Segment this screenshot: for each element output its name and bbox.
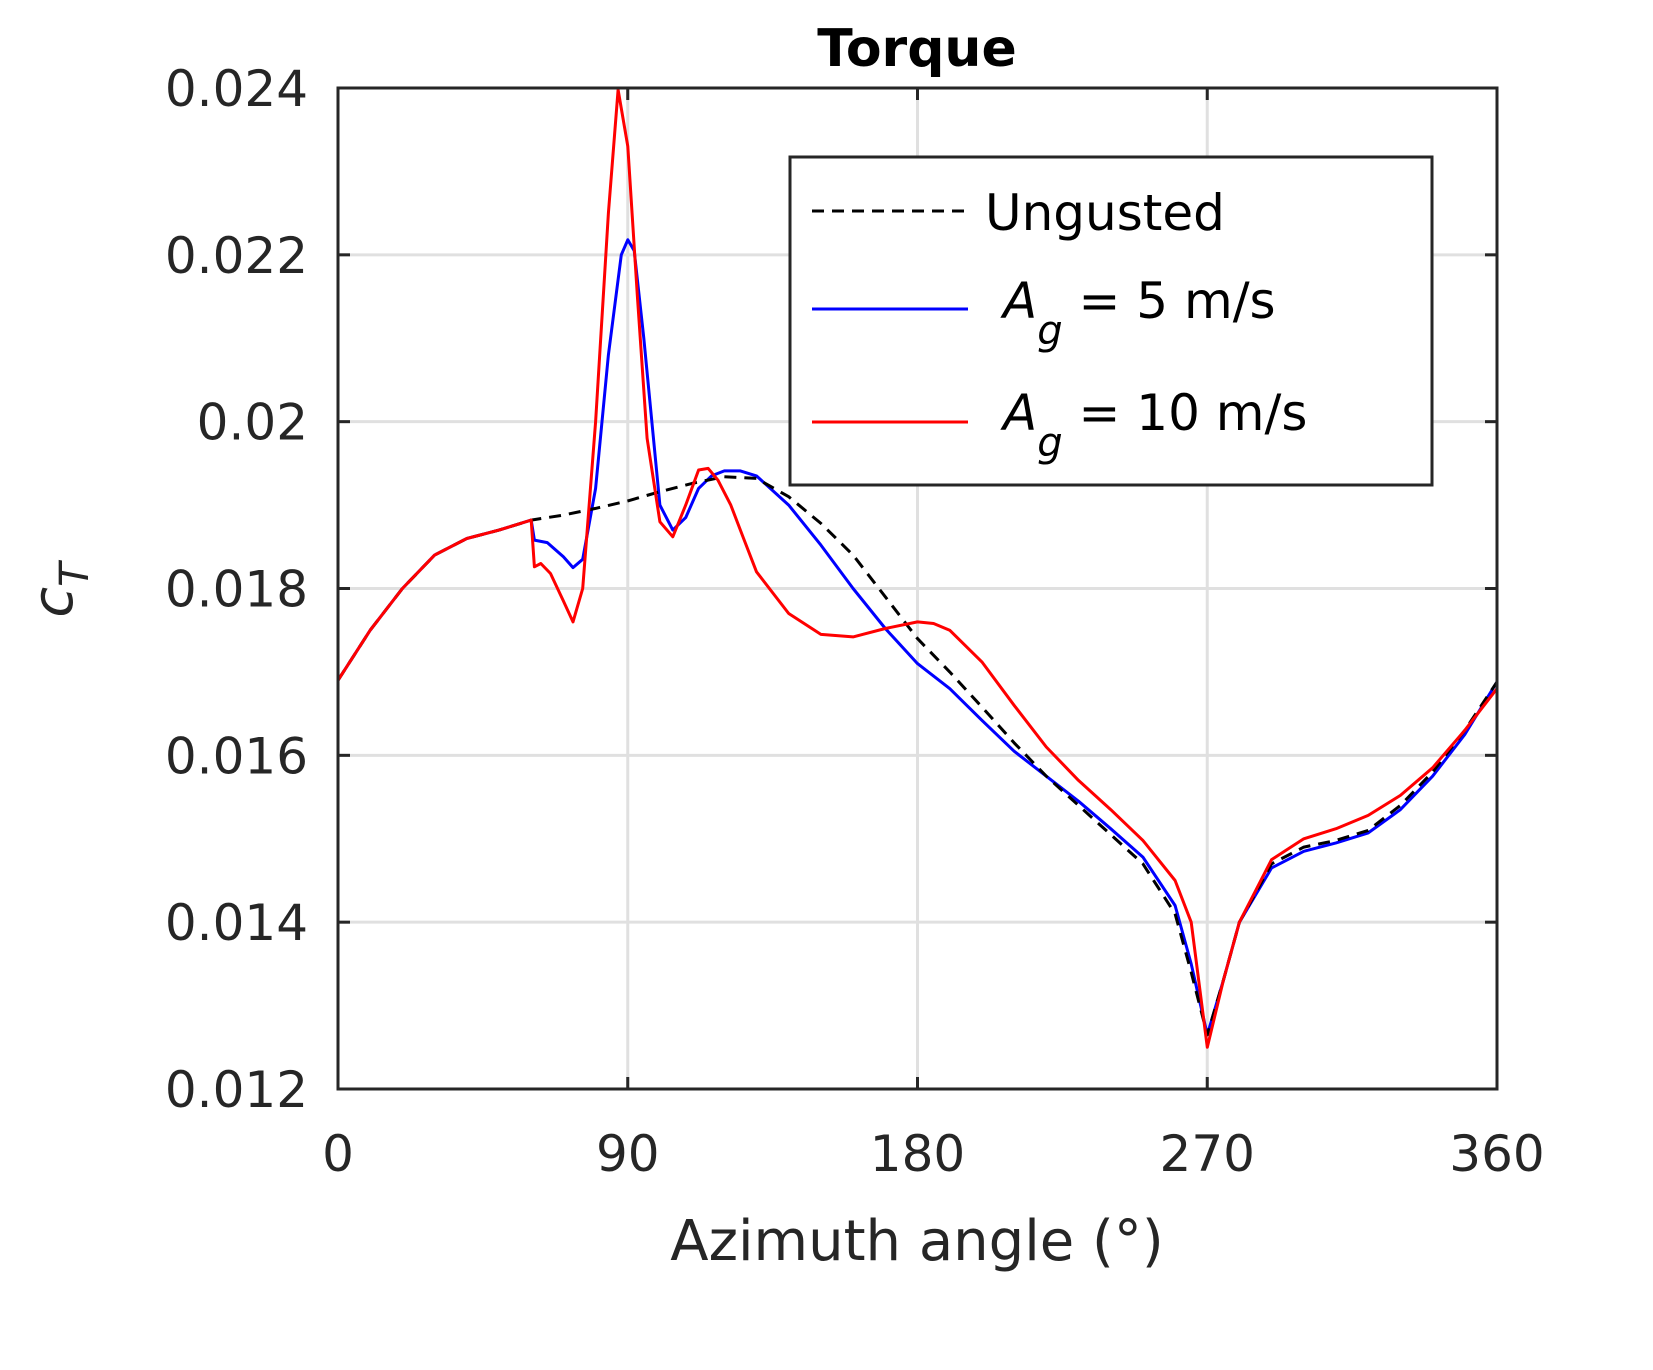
legend: Ungusted Ag = 5 m/s Ag = 10 m/s [788, 155, 1434, 487]
y-tick-label: 0.016 [165, 727, 308, 785]
y-axis-label-sub: T [52, 559, 98, 587]
legend-item-ag10: Ag = 10 m/s [812, 384, 1307, 466]
y-tick-label: 0.012 [165, 1061, 308, 1119]
y-axis-label-main: c [21, 587, 86, 618]
axis-ticks [336, 86, 1499, 1091]
svg-text:Ag = 5 m/s: Ag = 5 m/s [1000, 272, 1276, 354]
legend-label: Ungusted [985, 184, 1225, 242]
x-tick-labels: 0 90 180 270 360 [322, 1125, 1545, 1183]
legend-label-sub: g [1037, 308, 1062, 354]
y-tick-label: 0.014 [165, 894, 308, 952]
svg-text:cT: cT [21, 559, 98, 618]
x-tick-label: 90 [596, 1125, 660, 1183]
series-line-0 [336, 475, 1499, 1037]
x-tick-label: 180 [870, 1125, 965, 1183]
legend-label-rest: = 10 m/s [1063, 384, 1308, 442]
legend-item-ag5: Ag = 5 m/s [812, 272, 1276, 354]
x-axis-label: Azimuth angle (°) [670, 1209, 1163, 1274]
y-tick-labels: 0.012 0.014 0.016 0.018 0.02 0.022 0.024 [165, 60, 308, 1119]
legend-label-main: A [1000, 272, 1037, 330]
x-tick-label: 360 [1449, 1125, 1544, 1183]
series-line-2 [336, 88, 1499, 1049]
chart-title: Torque [817, 19, 1016, 79]
y-tick-label: 0.024 [165, 60, 308, 118]
y-tick-label: 0.02 [197, 394, 308, 452]
y-tick-label: 0.022 [165, 227, 308, 285]
legend-item-ungusted: Ungusted [812, 184, 1225, 242]
y-axis-label: cT [21, 559, 98, 618]
x-tick-label: 0 [322, 1125, 354, 1183]
legend-label-sub: g [1037, 420, 1062, 466]
y-tick-label: 0.018 [165, 561, 308, 619]
series-group [336, 88, 1499, 1049]
svg-text:Ag = 10 m/s: Ag = 10 m/s [1000, 384, 1307, 466]
legend-label-main: A [1000, 384, 1037, 442]
legend-label-rest: = 5 m/s [1063, 272, 1276, 330]
x-tick-label: 270 [1160, 1125, 1255, 1183]
